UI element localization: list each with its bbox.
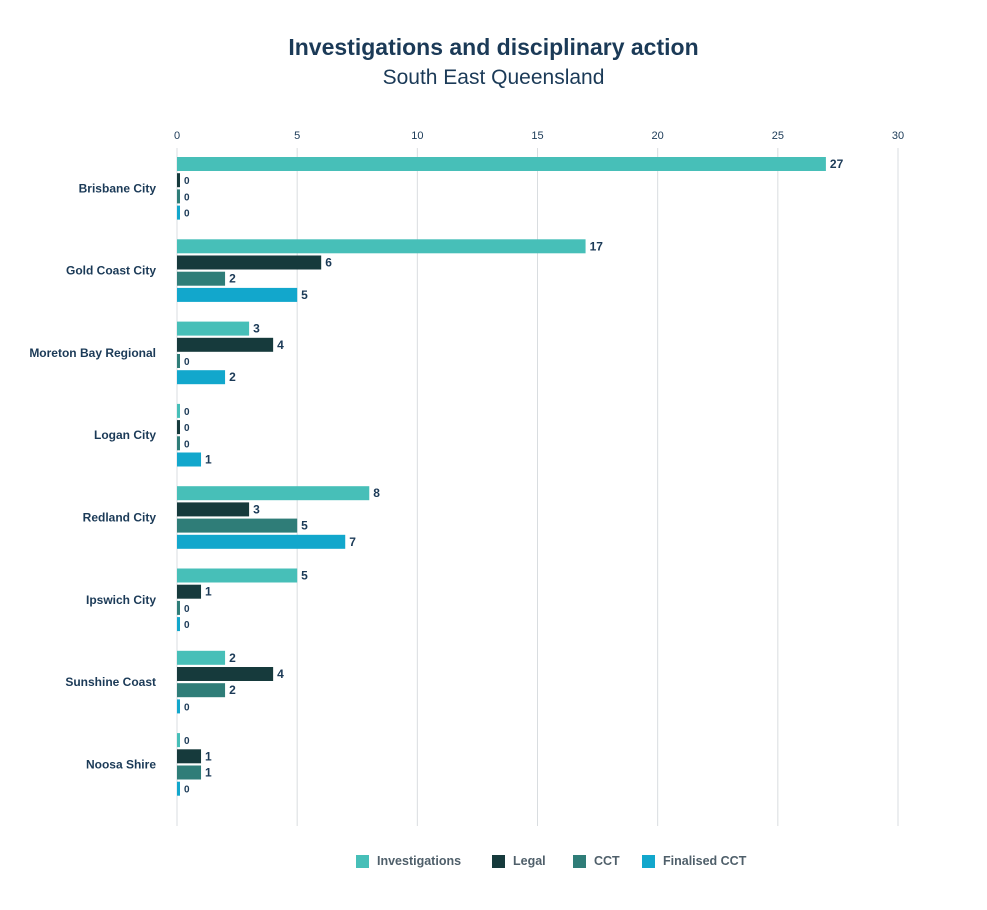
legend-swatch-finalised-cct <box>642 854 655 868</box>
data-label: 2 <box>229 683 236 697</box>
data-label: 27 <box>830 157 844 171</box>
legend-item-finalised-cct[interactable]: Finalised CCT <box>642 854 746 868</box>
x-tick-label: 15 <box>531 130 543 142</box>
bar-cct <box>177 354 180 368</box>
chart-subtitle: South East Queensland <box>382 66 605 89</box>
data-label: 0 <box>184 439 190 450</box>
x-tick-label: 5 <box>294 130 300 142</box>
data-label: 0 <box>184 702 190 713</box>
bar-legal <box>177 749 202 764</box>
legend-label-investigations: Investigations <box>377 854 462 868</box>
bar-cct <box>177 683 226 698</box>
bar-finalised-cct <box>177 534 346 549</box>
bar-finalised-cct <box>177 699 180 714</box>
bar-cct <box>177 436 180 451</box>
data-label: 2 <box>229 651 236 665</box>
bar-finalised-cct <box>177 617 180 632</box>
category-label: Ipswich City <box>86 593 156 607</box>
bar-finalised-cct <box>177 370 226 385</box>
x-tick-label: 30 <box>892 130 904 142</box>
bar-legal <box>177 173 180 188</box>
category-label: Redland City <box>83 511 157 525</box>
data-label: 4 <box>277 338 284 352</box>
category-label: Sunshine Coast <box>65 675 156 689</box>
bar-investigations <box>177 157 826 171</box>
category-label: Noosa Shire <box>86 757 156 771</box>
bar-cct <box>177 765 202 780</box>
bar-cct <box>177 600 180 615</box>
category-label: Moreton Bay Regional <box>29 346 156 360</box>
data-label: 1 <box>205 749 212 763</box>
bar-investigations <box>177 321 250 336</box>
data-label: 0 <box>184 785 190 796</box>
data-label: 2 <box>229 370 236 384</box>
data-label: 0 <box>184 357 190 368</box>
bar-finalised-cct <box>177 452 202 467</box>
data-label: 7 <box>349 535 356 549</box>
bar-investigations <box>177 239 586 254</box>
bar-cct <box>177 271 226 286</box>
bar-investigations <box>177 403 180 418</box>
data-label: 2 <box>229 272 236 286</box>
data-label: 1 <box>205 585 212 599</box>
data-label: 5 <box>301 288 308 302</box>
legend: Investigations Legal CCT Finalised CCT <box>0 854 987 872</box>
bar-finalised-cct <box>177 287 298 302</box>
legend-item-legal[interactable]: Legal <box>492 854 546 868</box>
data-label: 0 <box>184 604 190 615</box>
x-tick-label: 10 <box>411 130 423 142</box>
bar-legal <box>177 667 274 681</box>
bar-investigations <box>177 568 298 583</box>
data-label: 17 <box>590 239 604 253</box>
bar-cct <box>177 518 298 533</box>
legend-item-investigations[interactable]: Investigations <box>356 854 461 868</box>
data-label: 1 <box>205 453 212 467</box>
bar-legal <box>177 502 250 517</box>
bar-investigations <box>177 650 226 665</box>
category-label: Gold Coast City <box>66 264 156 278</box>
chart-title: Investigations and disciplinary action <box>288 34 699 60</box>
bar-legal <box>177 337 274 352</box>
x-tick-label: 20 <box>652 130 664 142</box>
data-label: 6 <box>325 256 332 270</box>
legend-swatch-investigations <box>356 854 369 868</box>
legend-label-finalised-cct: Finalised CCT <box>663 854 747 868</box>
bar-legal <box>177 420 180 435</box>
bar-investigations <box>177 486 370 501</box>
bar-investigations <box>177 733 180 748</box>
data-label: 0 <box>184 209 190 220</box>
data-label: 3 <box>253 322 260 336</box>
category-label: Brisbane City <box>79 181 157 195</box>
bar-cct <box>177 189 180 204</box>
x-tick-label: 0 <box>174 130 180 142</box>
data-label: 0 <box>184 407 190 418</box>
bar-finalised-cct <box>177 781 180 796</box>
data-label: 1 <box>205 766 212 780</box>
data-label: 0 <box>184 176 190 187</box>
category-label: Logan City <box>94 428 156 442</box>
legend-label-legal: Legal <box>513 854 546 868</box>
legend-swatch-legal <box>492 854 505 868</box>
bar-legal <box>177 255 322 270</box>
data-label: 5 <box>301 519 308 533</box>
data-label: 0 <box>184 736 190 747</box>
data-label: 8 <box>373 486 380 500</box>
data-label: 0 <box>184 423 190 434</box>
legend-swatch-cct <box>573 854 586 868</box>
bar-finalised-cct <box>177 205 180 220</box>
legend-label-cct: CCT <box>594 854 620 868</box>
data-label: 0 <box>184 620 190 631</box>
data-label: 4 <box>277 667 284 681</box>
data-label: 3 <box>253 502 260 516</box>
x-tick-label: 25 <box>772 130 784 142</box>
bar-legal <box>177 584 202 599</box>
data-label: 5 <box>301 569 308 583</box>
legend-item-cct[interactable]: CCT <box>573 854 620 868</box>
data-label: 0 <box>184 192 190 203</box>
